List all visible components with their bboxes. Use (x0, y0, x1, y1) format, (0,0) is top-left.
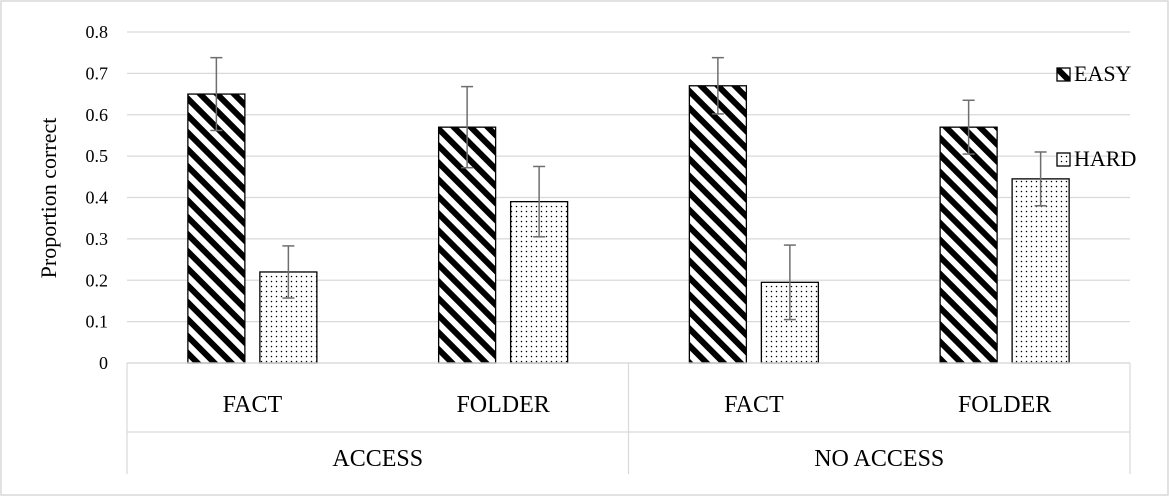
bar-easy-0 (187, 93, 246, 364)
y-tick-label: 0.8 (86, 22, 109, 42)
legend-label-easy: EASY (1074, 61, 1132, 86)
legend: EASY HARD (1056, 61, 1136, 171)
x-axis: FACT FOLDER FACT FOLDER ACCESS NO ACCESS (126, 362, 1131, 474)
x-category-label: FACT (223, 392, 283, 418)
y-axis-title: Proportion correct (36, 118, 61, 279)
y-tick-label: 0.3 (86, 229, 109, 249)
legend-swatch-easy (1056, 67, 1071, 82)
bars (187, 85, 1070, 364)
x-category-label: FOLDER (456, 392, 549, 418)
y-tick-label: 0.7 (86, 63, 109, 83)
y-tick-label: 0.5 (86, 146, 109, 166)
x-category-label: FACT (724, 392, 784, 418)
bar-easy-3 (939, 126, 998, 364)
y-tick-label: 0 (99, 353, 108, 373)
x-category-label: FOLDER (958, 392, 1051, 418)
bar-easy-2 (688, 85, 748, 364)
error-bars (210, 56, 1047, 321)
bar-hard-3 (1011, 178, 1070, 364)
y-tick-label: 0.4 (86, 188, 109, 208)
y-axis-ticks: 0 0.1 0.2 0.3 0.4 0.5 0.6 0.7 0.8 (86, 22, 109, 373)
y-tick-label: 0.2 (86, 270, 109, 290)
y-tick-label: 0.1 (86, 312, 109, 332)
legend-swatch-hard (1056, 152, 1071, 167)
x-group-label: NO ACCESS (814, 446, 944, 472)
y-tick-label: 0.6 (86, 105, 109, 125)
legend-label-hard: HARD (1074, 146, 1136, 171)
x-group-label: ACCESS (332, 446, 423, 472)
